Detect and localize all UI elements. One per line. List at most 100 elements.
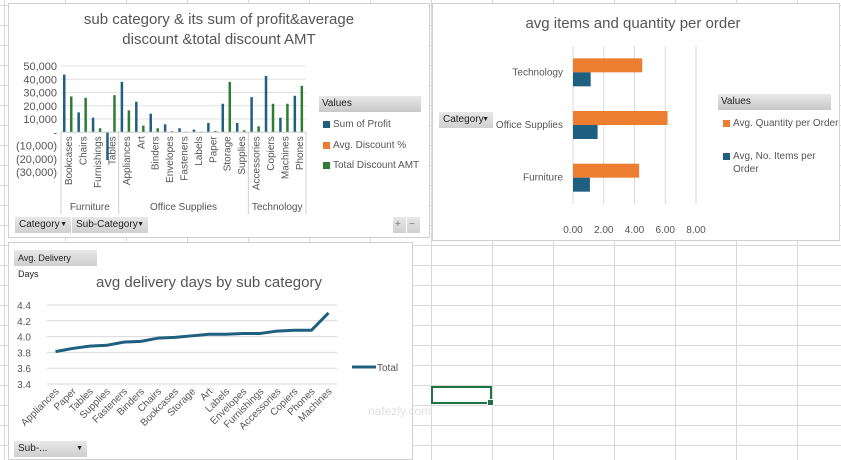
bar-total-discount-amt xyxy=(286,104,289,132)
category-label: Category xyxy=(19,219,60,230)
sub-category-filter-button[interactable]: Sub-... ▼ xyxy=(14,441,87,457)
bar-sum-of-profit xyxy=(222,104,225,132)
bar-total-discount-amt xyxy=(301,86,304,132)
bar-quantity xyxy=(573,58,642,72)
bar-quantity xyxy=(573,111,668,125)
bar-items xyxy=(573,178,590,192)
category-filter-button[interactable]: Category▼ xyxy=(15,217,71,233)
y-tick-label: 40,000 xyxy=(23,74,57,86)
series-line-total xyxy=(56,313,329,352)
sub-category-label: Sub-Category xyxy=(76,219,138,230)
y-tick-label: 4.0 xyxy=(17,333,31,344)
expand-button[interactable]: + xyxy=(393,217,406,233)
bar-sum-of-profit xyxy=(207,123,210,132)
bar-total-discount-amt xyxy=(156,128,159,132)
x-tick-label: 4.00 xyxy=(625,225,645,236)
legend-swatch xyxy=(723,153,730,160)
bar-items xyxy=(573,125,598,139)
dropdown-arrow-icon: ▼ xyxy=(60,217,67,233)
legend-label: Total xyxy=(377,363,398,374)
x-category-label: Binders xyxy=(151,136,162,170)
x-tick-label: 6.00 xyxy=(656,225,676,236)
bar-sum-of-profit xyxy=(149,114,152,133)
legend-swatch xyxy=(723,120,730,127)
y-category-label: Office Supplies xyxy=(496,120,563,131)
x-category-label: Tables xyxy=(107,136,118,165)
legend-item-discount-amt: Total Discount AMT xyxy=(323,159,419,172)
y-tick-label: 4.2 xyxy=(17,317,31,328)
x-category-label: Phones xyxy=(295,136,306,170)
bar-sum-of-profit xyxy=(63,75,66,133)
collapse-button[interactable]: − xyxy=(407,217,420,233)
y-tick-label: (20,000) xyxy=(16,154,57,166)
bar-sum-of-profit xyxy=(265,76,268,132)
y-tick-label: 10,000 xyxy=(23,114,57,126)
y-tick-label: 3.4 xyxy=(17,380,31,391)
dropdown-arrow-icon: ▼ xyxy=(137,217,144,233)
bar-total-discount-amt xyxy=(128,110,131,132)
legend-item-discount: Avg. Discount % xyxy=(323,139,406,152)
legend-swatch xyxy=(323,121,330,128)
legend-swatch xyxy=(323,142,330,149)
selected-cell[interactable] xyxy=(431,386,492,404)
y-tick-label: 3.6 xyxy=(17,364,31,375)
bar-sum-of-profit xyxy=(294,96,297,132)
x-category-label: Appliances xyxy=(122,136,133,185)
bar-total-discount-amt xyxy=(257,126,260,132)
delivery-days-chart[interactable]: Avg. Delivery Days avg delivery days by … xyxy=(8,242,413,460)
x-category-label: Copiers xyxy=(266,136,277,170)
sub-filter-label: Sub-... xyxy=(18,443,47,454)
legend-label: Total Discount AMT xyxy=(333,159,419,172)
x-category-label: Labels xyxy=(194,136,205,165)
bar-sum-of-profit xyxy=(164,124,167,132)
x-category-label: Chairs xyxy=(79,136,90,165)
x-category-label: Machines xyxy=(280,136,291,179)
y-tick-label: 20,000 xyxy=(23,101,57,113)
bar-total-discount-amt xyxy=(272,104,275,132)
y-tick-label: - xyxy=(53,127,57,139)
x-category-label: Supplies xyxy=(237,136,248,174)
profit-discount-chart[interactable]: sub category & its sum of profit&average… xyxy=(8,3,430,238)
bar-sum-of-profit xyxy=(135,102,138,132)
legend-title: Values xyxy=(319,96,421,112)
bar-total-discount-amt xyxy=(113,95,116,132)
group-label: Technology xyxy=(252,202,303,213)
legend-item-profit: Sum of Profit xyxy=(323,118,391,131)
legend-label: Avg, No. Items per Order xyxy=(733,150,833,176)
category-filter-button[interactable]: Category▼ xyxy=(439,112,493,128)
dropdown-arrow-icon: ▼ xyxy=(76,441,83,457)
x-category-label: Storage xyxy=(223,136,234,171)
x-category-label: Art xyxy=(136,136,147,149)
sub-category-filter-button[interactable]: Sub-Category▼ xyxy=(72,217,148,233)
chart-plot: 4.44.24.03.83.63.4AppliancesPaperTablesS… xyxy=(9,243,412,459)
y-tick-label: 4.4 xyxy=(17,301,31,312)
legend-item-items: Avg, No. Items per Order xyxy=(723,150,833,176)
bar-total-discount-amt xyxy=(142,126,145,133)
legend-title: Values xyxy=(718,94,831,110)
x-tick-label: 2.00 xyxy=(594,225,614,236)
category-label: Category xyxy=(443,114,484,125)
bar-quantity xyxy=(573,164,639,178)
bar-total-discount-amt xyxy=(70,96,73,132)
x-category-label: Bookcases xyxy=(64,136,75,185)
legend-label: Avg. Quantity per Order xyxy=(733,117,838,130)
x-category-label: Envelopes xyxy=(165,136,176,183)
y-tick-label: 30,000 xyxy=(23,88,57,100)
legend-swatch xyxy=(323,162,330,169)
x-category-label: Furnishings xyxy=(93,136,104,188)
bar-sum-of-profit xyxy=(279,118,282,133)
bar-total-discount-amt xyxy=(84,98,87,132)
legend-label: Sum of Profit xyxy=(333,118,391,131)
bar-items xyxy=(573,72,591,86)
x-tick-label: 8.00 xyxy=(686,225,706,236)
legend-label: Avg. Discount % xyxy=(333,139,406,152)
y-category-label: Technology xyxy=(512,67,563,78)
y-tick-label: (30,000) xyxy=(16,167,57,179)
y-tick-label: 3.8 xyxy=(17,348,31,359)
bar-sum-of-profit xyxy=(250,97,253,132)
x-tick-label: 0.00 xyxy=(563,225,583,236)
bar-total-discount-amt xyxy=(99,128,102,132)
bar-sum-of-profit xyxy=(236,123,239,132)
bar-total-discount-amt xyxy=(229,82,232,132)
